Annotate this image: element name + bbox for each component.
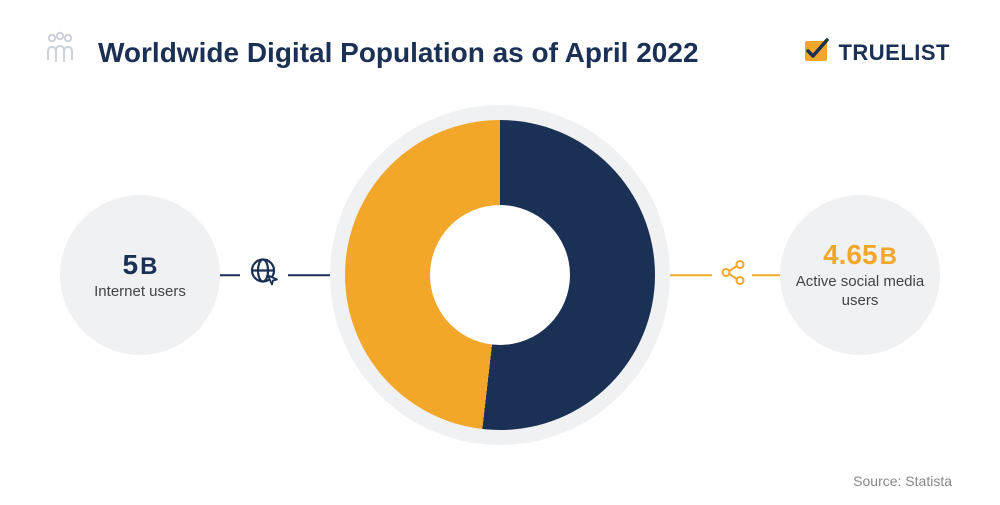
source-attribution: Source: Statista [853,473,952,489]
page-title: Worldwide Digital Population as of April… [98,37,699,69]
people-icon [40,30,80,75]
right-metric-label: Active social media users [780,273,940,311]
logo-check-icon [802,35,832,70]
right-metric-number: 4.65 [823,239,878,271]
left-connector-1 [220,274,240,276]
logo-text: TRUELIST [838,40,950,66]
left-metric-unit: B [140,253,157,281]
globe-cursor-icon [248,256,282,295]
right-metric-unit: B [880,243,897,271]
left-metric-circle: 5B Internet users [60,195,220,355]
left-metric-label: Internet users [80,283,200,302]
right-connector-2 [752,274,780,276]
donut-hole [430,205,570,345]
brand-logo: TRUELIST [802,35,950,70]
header: Worldwide Digital Population as of April… [0,0,1000,85]
right-metric-circle: 4.65B Active social media users [780,195,940,355]
left-metric-number: 5 [123,249,139,281]
right-metric-value: 4.65B [823,239,897,271]
share-nodes-icon [718,258,748,293]
header-left: Worldwide Digital Population as of April… [40,30,699,75]
chart-area: 5B Internet users 4.65B Active social me… [0,85,1000,465]
left-metric-value: 5B [123,249,158,281]
left-connector-2 [288,274,330,276]
right-connector-1 [670,274,712,276]
donut-chart [345,120,655,430]
